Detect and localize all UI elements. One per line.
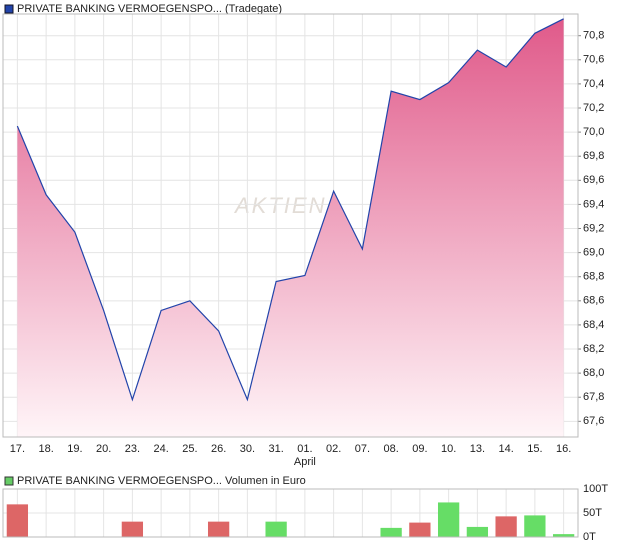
volume-bar — [380, 527, 402, 537]
legend-label: PRIVATE BANKING VERMOEGENSPO... Volumen … — [17, 475, 306, 487]
month-label: April — [294, 456, 316, 468]
y-tick-label: 69,4 — [583, 198, 604, 210]
legend-swatch — [4, 476, 14, 486]
y-tick-label: 69,0 — [583, 247, 604, 259]
y-tick-label: 70,8 — [583, 30, 604, 42]
volume-bar — [495, 516, 517, 537]
x-tick-label: 20. — [96, 443, 111, 455]
volume-bar — [121, 521, 144, 537]
volume-bar — [265, 521, 287, 537]
volume-bar — [524, 515, 546, 537]
x-tick-label: 24. — [153, 443, 168, 455]
x-tick-label: 01. — [297, 443, 312, 455]
y-tick-label: 67,6 — [583, 415, 604, 427]
volume-bar — [437, 502, 460, 537]
y-tick-label: 0T — [583, 531, 596, 543]
volume-bar — [552, 534, 575, 537]
y-tick-label: 69,6 — [583, 174, 604, 186]
volume-bar — [466, 526, 489, 537]
watermark: AKTIEN — [233, 193, 326, 218]
y-tick-label: 68,2 — [583, 343, 604, 355]
x-tick-label: 15. — [527, 443, 542, 455]
line — [16, 18, 564, 402]
x-tick-label: 13. — [470, 443, 485, 455]
volume-bar — [207, 521, 230, 537]
volume-bar — [6, 504, 29, 537]
x-tick-label: 30. — [240, 443, 255, 455]
x-tick-label: 31. — [268, 443, 283, 455]
plot-frame — [2, 488, 579, 538]
y-tick-label: 68,6 — [583, 295, 604, 307]
x-tick-label: 25. — [182, 443, 197, 455]
x-tick-label: 23. — [125, 443, 140, 455]
x-tick-label: 07. — [355, 443, 370, 455]
y-tick-label: 68,8 — [583, 271, 604, 283]
plots: 17. 18. 19. 20. 23. 24. 25. 26. 30. 31. 01.April 02… — [2, 13, 608, 543]
y-tick-label: 69,8 — [583, 150, 604, 162]
x-tick-label: 26. — [211, 443, 226, 455]
x-tick-label: 14. — [498, 443, 513, 455]
y-tick-label: 69,2 — [583, 222, 604, 234]
y-tick-label: 67,8 — [583, 391, 604, 403]
volume-bar — [409, 522, 431, 537]
x-tick-label: 10. — [441, 443, 456, 455]
area — [17, 18, 564, 437]
y-tick-label: 70,4 — [583, 78, 604, 90]
x-tick-label: 08. — [383, 443, 398, 455]
x-tick-label: 02. — [326, 443, 341, 455]
legend-label: PRIVATE BANKING VERMOEGENSPO... (Tradega… — [17, 3, 282, 15]
y-tick-label: 68,0 — [583, 367, 604, 379]
x-tick-label: 09. — [412, 443, 427, 455]
x-tick-label: 18. — [38, 443, 53, 455]
x-tick-label: 16. — [556, 443, 571, 455]
y-tick-label: 68,4 — [583, 319, 604, 331]
x-tick-label: 17. — [10, 443, 25, 455]
y-tick-label: 70,0 — [583, 126, 604, 138]
plot-frame — [2, 13, 579, 438]
legend-swatch — [4, 4, 14, 14]
y-tick-label: 50T — [583, 507, 602, 519]
y-tick-label: 70,2 — [583, 102, 604, 114]
x-tick-label: 19. — [67, 443, 82, 455]
y-tick-label: 100T — [583, 483, 608, 495]
y-tick-label: 70,6 — [583, 54, 604, 66]
